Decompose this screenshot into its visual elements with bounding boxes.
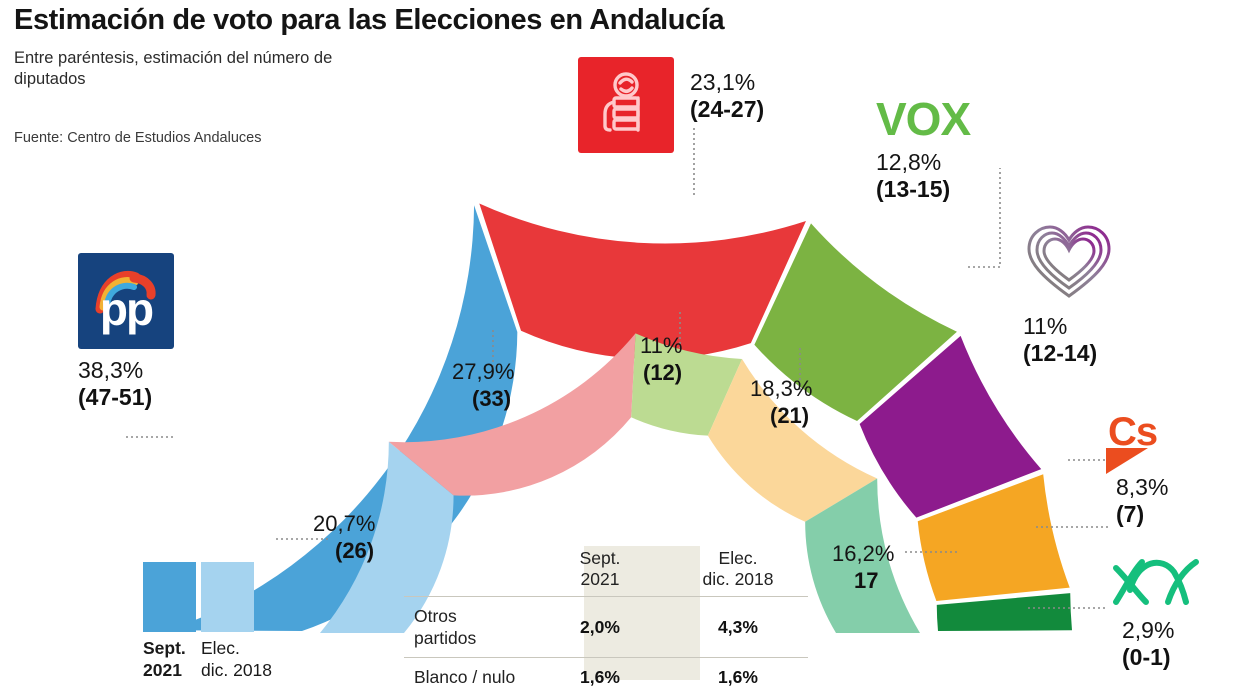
arc-segment-vox bbox=[631, 333, 743, 436]
table-cell-sept-2021: 2,0% bbox=[580, 617, 620, 637]
cs-2021-percent: 8,3% bbox=[1116, 474, 1169, 500]
page-title: Estimación de voto para las Elecciones e… bbox=[14, 4, 725, 36]
legend-sept-line2: 2021 bbox=[143, 660, 182, 680]
legend-elec-line2: dic. 2018 bbox=[201, 660, 273, 680]
pp-2021-percent: 38,3% bbox=[78, 357, 144, 383]
cs-2018-seats: (21) bbox=[770, 403, 810, 428]
table-row-label: Otros partidos bbox=[414, 606, 477, 648]
arc-segment-cs bbox=[707, 358, 878, 522]
callout-por-andalucia-2021: 2,9% (0-1) bbox=[1108, 550, 1204, 671]
ap-2018-percent: 16,2% bbox=[832, 541, 895, 566]
vox-2018-percent: 11% bbox=[640, 333, 683, 358]
legend-label-sept-2021: Sept. 2021 bbox=[143, 637, 201, 681]
cs-2021-seats: (7) bbox=[1116, 501, 1145, 527]
table-header-sept-line2: 2021 bbox=[580, 569, 620, 589]
table-header-row: Sept. 2021 Elec. dic. 2018 bbox=[404, 546, 808, 597]
up-2021-percent: 11% bbox=[1023, 313, 1068, 339]
arc-segment-vox bbox=[754, 223, 957, 422]
chart-legend: Sept. 2021 Elec. dic. 2018 bbox=[143, 562, 293, 681]
table-header-elec-2018: Elec. dic. 2018 bbox=[668, 546, 808, 597]
callout-adelante-2018: 16,2% 17 bbox=[832, 540, 894, 594]
callout-psoe-2021: 23,1% (24-27) bbox=[578, 57, 764, 153]
table-row: Otros partidos 2,0% 4,3% bbox=[404, 596, 808, 658]
pp-2021-seats: (47-51) bbox=[78, 384, 153, 410]
arc-segment-aa bbox=[936, 593, 1072, 632]
legend-label-elec-2018: Elec. dic. 2018 bbox=[201, 637, 293, 681]
legend-elec-line1: Elec. bbox=[201, 638, 240, 658]
leader-line bbox=[968, 168, 1001, 268]
pp-logo: pp bbox=[78, 253, 174, 349]
cs-logo-text: Cs bbox=[1108, 410, 1158, 454]
ap-2018-seats: 17 bbox=[854, 568, 879, 593]
callout-vox-2021: VOX 12,8% (13-15) bbox=[876, 93, 971, 203]
source-note: Fuente: Centro de Estudios Andaluces bbox=[14, 130, 262, 146]
pp-2018-percent: 20,7% bbox=[313, 511, 376, 536]
table-row: Blanco / nulo 1,6% 1,6% bbox=[404, 657, 808, 697]
table-highlight-column bbox=[584, 546, 700, 680]
callout-pp-2021: pp 38,3% (47-51) bbox=[78, 253, 174, 411]
table-header-elec-line2: dic. 2018 bbox=[702, 569, 774, 589]
table-header-sept-line1: Sept. bbox=[579, 548, 621, 568]
callout-psoe-2018: 27,9% (33) bbox=[452, 358, 514, 412]
aa-2021-percent: 2,9% bbox=[1122, 617, 1175, 643]
extra-results-table: Sept. 2021 Elec. dic. 2018 Otros partido… bbox=[404, 546, 808, 696]
ring-elec-dic-2018 bbox=[320, 333, 920, 633]
unidas-podemos-heart-logo bbox=[1027, 225, 1111, 298]
arc-segment-pp bbox=[320, 441, 454, 633]
table-header-elec-line1: Elec. bbox=[718, 548, 758, 568]
cs-2018-percent: 18,3% bbox=[750, 376, 813, 401]
table-cell-elec-2018: 1,6% bbox=[718, 667, 758, 687]
pp-2018-seats: (26) bbox=[335, 538, 375, 563]
up-2021-seats: (12-14) bbox=[1023, 340, 1098, 366]
subtitle-note: Entre paréntesis, estimación del número … bbox=[14, 49, 333, 88]
legend-swatch-sept-2021 bbox=[143, 562, 196, 632]
arc-segment-ap bbox=[805, 478, 920, 633]
legend-sept-line1: Sept. bbox=[143, 638, 186, 658]
psoe-logo bbox=[578, 57, 674, 153]
ring-sept-2021 bbox=[168, 203, 1072, 632]
cs-triangle-icon bbox=[1106, 448, 1148, 474]
arc-segment-cs bbox=[917, 474, 1070, 602]
psoe-fist-rose-icon bbox=[603, 72, 640, 132]
table-header-blank bbox=[404, 546, 532, 597]
psoe-2021-percent: 23,1% bbox=[690, 69, 756, 95]
callout-unidas-podemos-2021: 11% (12-14) bbox=[1023, 222, 1115, 367]
callout-cs-2018: 18,3% (21) bbox=[750, 375, 812, 429]
psoe-2018-percent: 27,9% bbox=[452, 359, 515, 384]
vox-2021-percent: 12,8% bbox=[876, 149, 942, 175]
arc-segment-psoe bbox=[479, 203, 806, 359]
table-cell-elec-2018: 4,3% bbox=[718, 617, 758, 637]
arc-segment-up bbox=[859, 335, 1042, 518]
pp-logo-text: pp bbox=[99, 283, 154, 335]
callout-ciudadanos-2021: Cs 8,3% (7) bbox=[1106, 410, 1169, 528]
vox-2018-seats: (12) bbox=[643, 360, 683, 385]
por-andalucia-logo bbox=[1113, 559, 1199, 605]
leader-lines bbox=[126, 128, 1115, 609]
pp-rainbow-icon bbox=[95, 270, 156, 314]
psoe-2018-seats: (33) bbox=[472, 386, 512, 411]
table-header-sept-2021: Sept. 2021 bbox=[532, 546, 668, 597]
vox-logo: VOX bbox=[876, 93, 971, 145]
aa-2021-seats: (0-1) bbox=[1122, 644, 1171, 670]
table-row-label: Blanco / nulo bbox=[414, 667, 516, 687]
arc-segment-psoe bbox=[388, 333, 636, 496]
callout-pp-2018: 20,7% (26) bbox=[313, 510, 375, 564]
psoe-2021-seats: (24-27) bbox=[690, 96, 765, 122]
legend-swatch-elec-2018 bbox=[201, 562, 254, 632]
table-cell-sept-2021: 1,6% bbox=[580, 667, 620, 687]
callout-vox-2018: 11% (12) bbox=[640, 332, 682, 386]
vox-2021-seats: (13-15) bbox=[876, 176, 951, 202]
